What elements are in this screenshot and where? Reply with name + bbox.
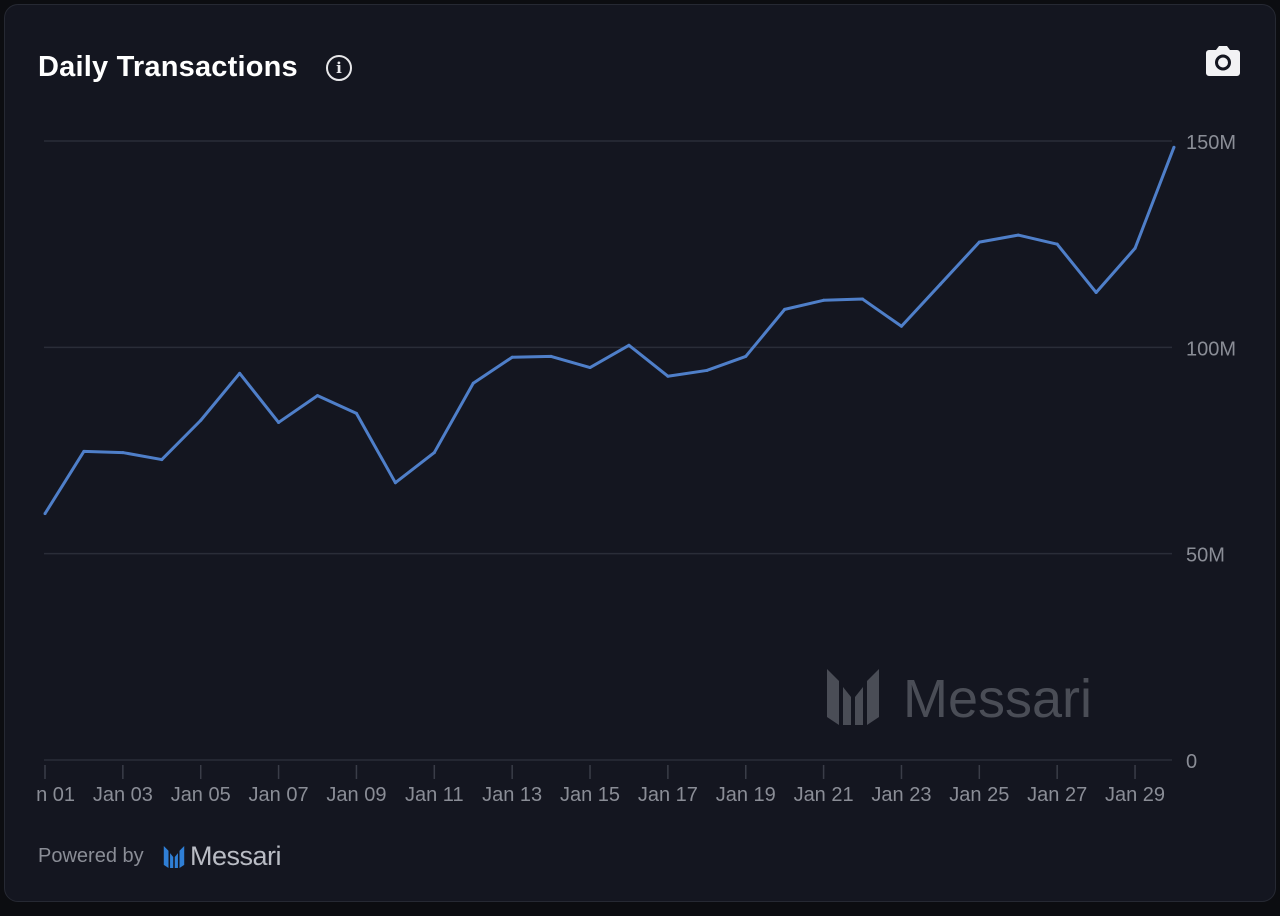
- data-point: [705, 368, 709, 372]
- data-point: [822, 298, 826, 302]
- data-point: [471, 381, 475, 385]
- data-point: [783, 307, 787, 311]
- data-point: [1055, 242, 1059, 246]
- y-tick-label: 0: [1186, 751, 1197, 773]
- x-tick-label: Jan 27: [1027, 784, 1087, 806]
- x-tick-label: Jan 05: [171, 784, 231, 806]
- data-point: [977, 240, 981, 244]
- series-line: [43, 146, 1176, 515]
- data-point: [588, 366, 592, 370]
- data-point: [432, 451, 436, 455]
- data-point: [1016, 233, 1020, 237]
- data-point: [316, 394, 320, 398]
- data-point: [666, 374, 670, 378]
- x-tick-label: Jan 21: [794, 784, 854, 806]
- data-point: [1133, 246, 1137, 250]
- data-point: [510, 355, 514, 359]
- y-tick-label: 150M: [1186, 132, 1236, 154]
- x-tick-label: Jan 15: [560, 784, 620, 806]
- line-chart: Messari 0 50M 100M 150M Jan 01 Jan 03 Jan 05 Ja…: [15, 132, 1236, 806]
- data-point: [627, 343, 631, 347]
- data-point: [744, 354, 748, 358]
- data-point: [861, 297, 865, 301]
- info-icon[interactable]: i: [326, 55, 352, 81]
- y-tick-label: 50M: [1186, 545, 1225, 567]
- chart-card: Daily Transactions i Messari 0 50M 100M 150…: [4, 4, 1276, 902]
- data-point: [354, 411, 358, 415]
- x-tick-label: Jan 29: [1105, 784, 1165, 806]
- x-tick-label: Jan 23: [871, 784, 931, 806]
- data-point: [121, 451, 125, 455]
- powered-by-label: Powered by: [38, 845, 144, 867]
- messari-brand-link[interactable]: Messari: [162, 841, 282, 872]
- data-point: [160, 458, 164, 462]
- watermark-text: Messari: [903, 669, 1092, 729]
- data-point: [277, 420, 281, 424]
- data-point: [199, 418, 203, 422]
- data-point: [1094, 290, 1098, 294]
- y-tick-label: 100M: [1186, 338, 1236, 360]
- x-tick-label: Jan 25: [949, 784, 1009, 806]
- x-tick-label: Jan 01: [15, 784, 75, 806]
- data-point: [1172, 145, 1176, 149]
- watermark: Messari: [827, 669, 1092, 729]
- x-tick-label: Jan 11: [405, 784, 464, 806]
- data-point: [82, 449, 86, 453]
- data-point: [938, 282, 942, 286]
- x-tick-label: Jan 13: [482, 784, 542, 806]
- data-point: [393, 481, 397, 485]
- data-point: [238, 371, 242, 375]
- camera-icon[interactable]: [1205, 45, 1241, 82]
- chart-title: Daily Transactions: [38, 51, 298, 83]
- data-point: [549, 354, 553, 358]
- messari-logo-icon: [163, 845, 185, 868]
- data-point: [899, 324, 903, 328]
- data-point: [43, 512, 47, 516]
- x-tick-label: Jan 09: [326, 784, 386, 806]
- x-tick-label: Jan 19: [716, 784, 776, 806]
- x-tick-label: Jan 17: [638, 784, 698, 806]
- x-tick-label: Jan 03: [93, 784, 153, 806]
- brand-name: Messari: [190, 841, 282, 871]
- x-tick-label: Jan 07: [249, 784, 309, 806]
